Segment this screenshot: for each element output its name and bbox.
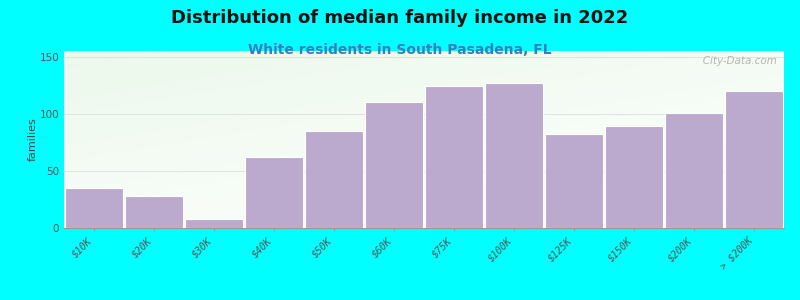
Bar xyxy=(605,126,663,228)
Bar xyxy=(725,91,783,228)
Text: City-Data.com: City-Data.com xyxy=(693,56,777,66)
Bar xyxy=(125,196,183,228)
Bar xyxy=(65,188,123,228)
Bar xyxy=(425,86,483,228)
Bar xyxy=(485,83,543,228)
Bar xyxy=(305,131,363,228)
Bar xyxy=(365,102,423,228)
Bar xyxy=(545,134,603,228)
Text: White residents in South Pasadena, FL: White residents in South Pasadena, FL xyxy=(248,44,552,58)
Text: Distribution of median family income in 2022: Distribution of median family income in … xyxy=(171,9,629,27)
Bar xyxy=(665,113,723,228)
Y-axis label: families: families xyxy=(28,118,38,161)
Bar xyxy=(245,157,303,228)
Bar xyxy=(185,219,243,228)
